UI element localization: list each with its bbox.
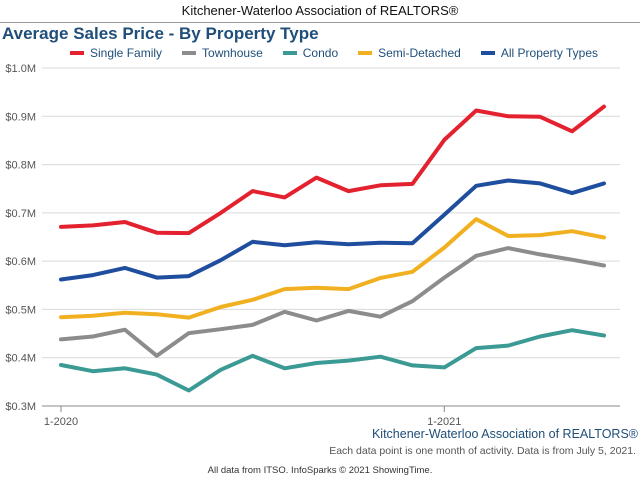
- y-tick-label: $0.8M: [5, 160, 36, 172]
- footer-note: Each data point is one month of activity…: [329, 445, 636, 457]
- legend-item-townhouse[interactable]: Townhouse: [182, 46, 263, 60]
- y-tick-label: $0.5M: [5, 304, 36, 316]
- header-banner: Kitchener-Waterloo Association of REALTO…: [0, 0, 640, 23]
- y-tick-label: $0.3M: [5, 401, 36, 413]
- legend-swatch: [358, 51, 373, 55]
- y-tick-label: $1.0M: [5, 63, 36, 75]
- y-tick-label: $0.7M: [5, 208, 36, 220]
- x-tick-label: 1-2021: [427, 416, 461, 428]
- y-tick-label: $0.9M: [5, 111, 36, 123]
- legend-swatch: [282, 51, 297, 55]
- legend-label: Single Family: [90, 46, 163, 60]
- y-tick-label: $0.6M: [5, 256, 36, 268]
- legend-label: All Property Types: [500, 46, 598, 60]
- legend-item-single-family[interactable]: Single Family: [70, 46, 162, 60]
- x-tick-label: 1-2020: [44, 416, 78, 428]
- series-line-all-property-types: [59, 178, 606, 282]
- legend-item-all-property-types[interactable]: All Property Types: [480, 46, 598, 60]
- legend-swatch: [480, 51, 495, 55]
- series-line-townhouse: [59, 246, 606, 358]
- legend-label: Townhouse: [202, 46, 263, 60]
- series-line-semi-detached: [59, 217, 606, 320]
- chart-legend: Single Family Townhouse Condo Semi-Detached…: [70, 45, 618, 61]
- legend-item-semi-detached[interactable]: Semi-Detached: [358, 46, 461, 60]
- series-line-condo: [59, 328, 606, 393]
- legend-label: Semi-Detached: [378, 46, 461, 60]
- legend-swatch: [70, 51, 84, 55]
- series-line-single-family: [59, 104, 606, 236]
- legend-item-condo[interactable]: Condo: [282, 46, 339, 60]
- footer-source: All data from ITSO. InfoSparks © 2021 Sh…: [207, 465, 433, 476]
- footer-brand: Kitchener-Waterloo Association of REALTO…: [371, 427, 638, 441]
- legend-label: Condo: [302, 46, 339, 60]
- chart-title: Average Sales Price - By Property Type: [2, 24, 319, 43]
- legend-swatch: [182, 51, 197, 55]
- y-tick-label: $0.4M: [5, 353, 36, 365]
